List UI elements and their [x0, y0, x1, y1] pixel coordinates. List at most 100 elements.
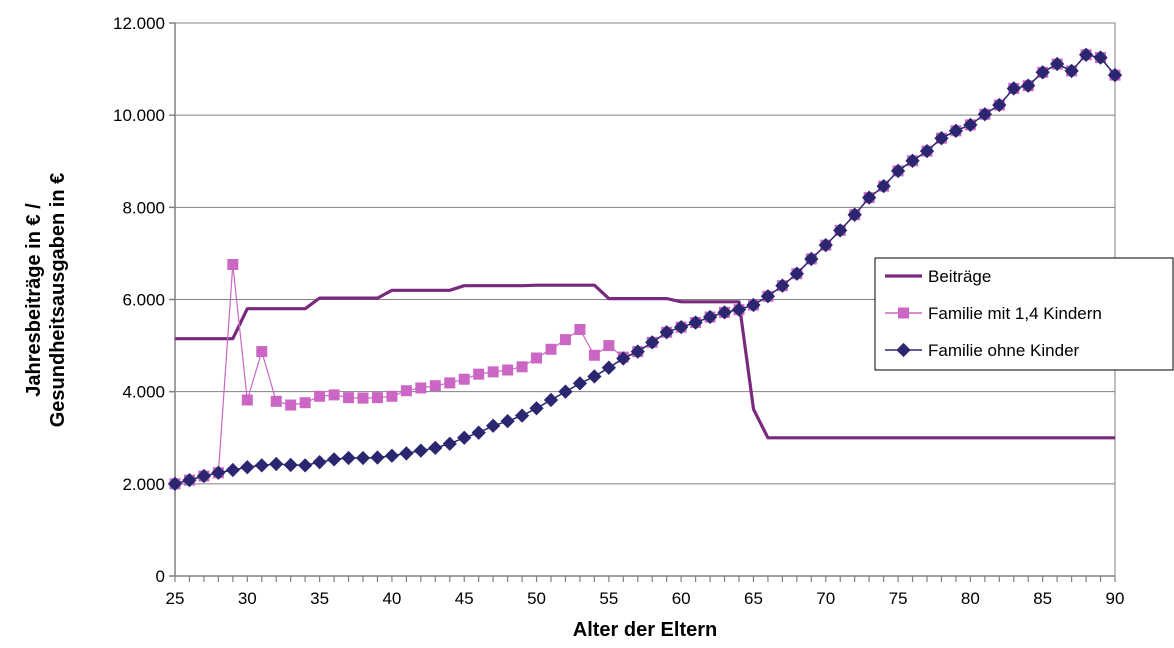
y-tick-label: 10.000 [113, 106, 165, 125]
data-point-diamond [833, 223, 848, 238]
data-point-square [357, 392, 369, 404]
data-point-square [444, 377, 456, 389]
data-point-diamond [529, 401, 544, 416]
data-point-diamond [616, 351, 631, 366]
data-point-diamond [572, 376, 588, 391]
data-point-diamond [457, 430, 472, 445]
data-point-diamond [702, 309, 718, 325]
x-tick-label: 40 [382, 589, 401, 608]
data-point-diamond [514, 408, 530, 423]
data-point-square [429, 380, 441, 392]
data-point-square [270, 395, 282, 407]
data-point-square [502, 364, 514, 376]
data-point-square [603, 340, 615, 352]
data-point-diamond [1035, 65, 1050, 80]
data-point-diamond [1093, 50, 1108, 65]
data-point-square [328, 389, 340, 401]
data-point-diamond [399, 446, 414, 461]
data-point-diamond [775, 278, 790, 293]
y-tick-label: 8.000 [122, 198, 165, 217]
data-point-diamond [963, 117, 978, 132]
x-axis-title: Alter der Eltern [573, 619, 717, 641]
data-point-diamond [370, 450, 385, 465]
data-point-square [256, 346, 268, 358]
data-point-diamond [948, 123, 964, 138]
data-point-diamond [977, 107, 992, 122]
data-point-square [285, 399, 297, 411]
data-point-diamond [601, 360, 616, 375]
data-point-diamond [298, 458, 313, 473]
data-point-diamond [717, 305, 732, 320]
data-point-diamond [341, 450, 356, 466]
data-point-diamond [225, 462, 240, 478]
data-point-square [241, 394, 253, 406]
x-tick-label: 50 [527, 589, 546, 608]
y-tick-label: 4.000 [122, 383, 165, 402]
x-tick-label: 35 [310, 589, 329, 608]
data-point-diamond [905, 153, 920, 168]
data-point-square [487, 366, 499, 378]
legend-label: Beiträge [928, 267, 991, 286]
data-point-diamond [1050, 56, 1065, 72]
series-0 [175, 283, 1115, 440]
data-point-diamond [896, 342, 911, 358]
data-point-diamond [674, 320, 689, 335]
data-point-diamond [384, 448, 400, 463]
data-point-diamond [1107, 67, 1123, 83]
series-2 [167, 47, 1123, 491]
y-tick-label: 2.000 [122, 475, 165, 494]
data-point-diamond [283, 457, 298, 473]
data-point-square [559, 334, 571, 346]
data-point-square [588, 349, 600, 361]
data-point-diamond [442, 436, 457, 451]
data-point-square [314, 390, 326, 402]
y-tick-label: 6.000 [122, 291, 165, 310]
y-axis-title-line1: Jahresbeiträge in € / [23, 203, 45, 397]
x-tick-label: 75 [889, 589, 908, 608]
series-layer [167, 47, 1123, 491]
data-point-diamond [890, 163, 906, 179]
data-point-square [458, 373, 470, 385]
data-point-diamond [312, 455, 327, 470]
gridlines [175, 22, 1115, 485]
data-point-diamond [269, 456, 284, 472]
data-point-diamond [1064, 63, 1079, 79]
data-point-square [343, 392, 355, 404]
axes: 0 2.000 4.000 6.000 8.000 10.000 12.000 25 30 35 4… [113, 14, 1124, 608]
data-point-diamond [355, 450, 371, 466]
data-point-diamond [731, 302, 747, 317]
data-point-diamond [760, 289, 776, 304]
x-tick-label: 85 [1033, 589, 1052, 608]
data-point-square [371, 392, 383, 404]
data-point-diamond [630, 344, 645, 359]
data-point-diamond [326, 452, 342, 467]
data-point-diamond [1021, 78, 1036, 93]
data-point-diamond [934, 131, 949, 146]
data-point-diamond [558, 384, 573, 399]
data-point-diamond [818, 237, 833, 253]
y-tick-label: 12.000 [113, 14, 165, 33]
legend-box [874, 257, 1174, 371]
data-point-diamond [500, 414, 515, 429]
data-point-diamond [486, 418, 501, 433]
legend-label: Familie ohne Kinder [928, 341, 1080, 360]
x-tick-label: 55 [599, 589, 618, 608]
data-point-diamond [240, 460, 255, 475]
x-tick-label: 90 [1106, 589, 1125, 608]
data-point-diamond [543, 392, 559, 408]
data-point-diamond [1006, 81, 1021, 96]
data-point-diamond [1078, 47, 1094, 62]
data-point-square [531, 352, 543, 364]
data-point-diamond [688, 315, 703, 330]
data-point-diamond [428, 440, 443, 456]
data-point-square [227, 258, 239, 270]
data-point-square [574, 323, 586, 335]
data-point-diamond [919, 143, 935, 159]
data-point-diamond [804, 251, 819, 267]
data-point-diamond [587, 369, 602, 384]
y-axis-title-line2: Gesundheitsausgaben in € [47, 173, 69, 428]
x-tick-label: 80 [961, 589, 980, 608]
legend: Beiträge Familie mit 1,4 Kindern Familie o… [874, 257, 1174, 371]
data-point-diamond [196, 468, 212, 484]
